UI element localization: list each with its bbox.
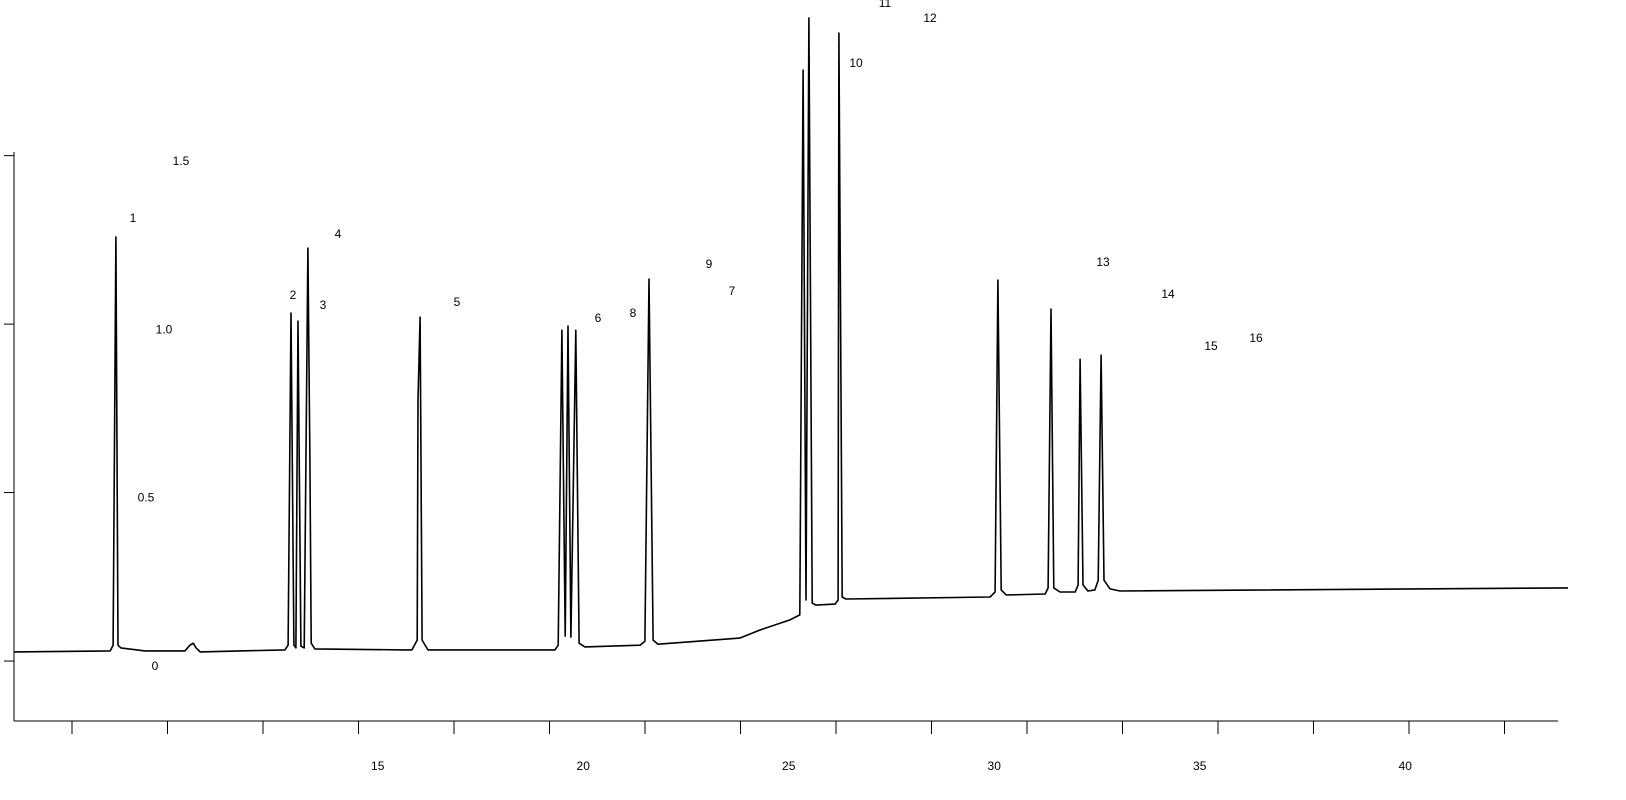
peak-label: 13 (1096, 255, 1110, 269)
peak-label: 11 (879, 0, 892, 10)
y-tick-label: 0.5 (138, 491, 155, 505)
peak-label: 10 (849, 56, 863, 70)
x-tick-label: 20 (577, 759, 591, 773)
peak-label: 6 (595, 311, 602, 325)
y-tick-label: 1.0 (156, 322, 173, 336)
peak-label: 1 (130, 211, 137, 225)
peak-label: 2 (290, 288, 297, 302)
y-tick-label: 1.5 (173, 154, 190, 168)
peak-label: 5 (454, 295, 461, 309)
x-tick-label: 30 (988, 759, 1002, 773)
y-tick-label: 0 (152, 659, 159, 673)
peak-label: 16 (1249, 331, 1263, 345)
peak-label: 12 (923, 11, 937, 25)
peak-label: 9 (706, 257, 713, 271)
x-tick-label: 35 (1193, 759, 1207, 773)
x-tick-label: 15 (371, 759, 385, 773)
peak-label: 15 (1204, 339, 1218, 353)
trace (13, 17, 1569, 653)
peak-label: 7 (729, 284, 736, 298)
peak-label: 8 (630, 306, 637, 320)
peak-label: 3 (320, 298, 327, 312)
peak-label: 14 (1161, 287, 1175, 301)
peak-label: 4 (335, 227, 342, 241)
x-tick-label: 25 (782, 759, 796, 773)
x-tick-label: 40 (1399, 759, 1413, 773)
